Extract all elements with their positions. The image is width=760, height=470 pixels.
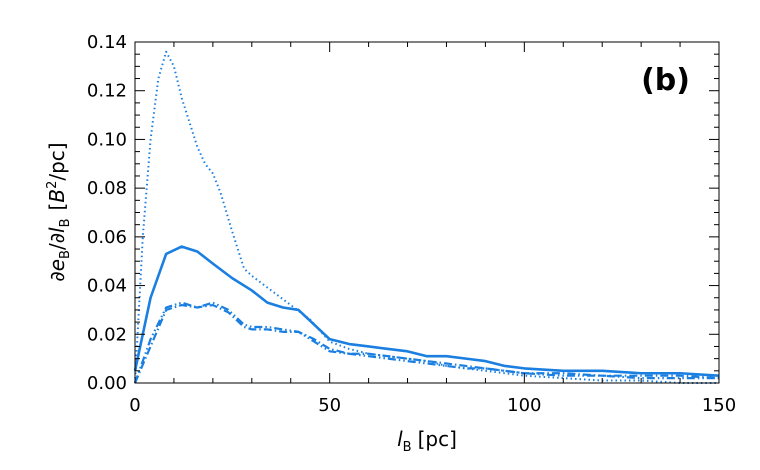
y-tick-label: 0.10 bbox=[87, 129, 127, 150]
y-tick-label: 0.08 bbox=[87, 178, 127, 199]
x-label-var: l bbox=[397, 427, 403, 451]
y-label-unit-var: B bbox=[45, 189, 69, 203]
panel-label: (b) bbox=[641, 63, 690, 98]
y-label-unit-sup: 2 bbox=[45, 181, 60, 189]
x-tick-label: 100 bbox=[507, 395, 541, 416]
series-line-dash-dot bbox=[133, 303, 720, 384]
x-tick-label: 150 bbox=[702, 395, 736, 416]
y-tick-label: 0.12 bbox=[87, 81, 127, 102]
x-axis-label: lB [pc] bbox=[397, 427, 457, 455]
ticks-layer: 0 50 100 150 0.00 0.02 0.04 0.06 0.08 0.10 0.12 0.1… bbox=[87, 32, 736, 416]
plot-frame bbox=[134, 41, 720, 384]
x-label-sub: B bbox=[403, 440, 412, 455]
series-layer bbox=[133, 50, 720, 384]
series-line-dotted bbox=[134, 50, 719, 384]
y-label-sub2: B bbox=[58, 218, 73, 227]
y-label-var2: l bbox=[45, 227, 69, 233]
y-label-d1: ∂ bbox=[45, 271, 69, 281]
y-label-var1: e bbox=[45, 259, 69, 271]
y-label-unit-close: /pc] bbox=[45, 142, 69, 180]
y-tick-label: 0.06 bbox=[87, 227, 127, 248]
x-tick-label: 0 bbox=[129, 395, 140, 416]
y-label-sub1: B bbox=[58, 250, 73, 259]
y-tick-label: 0.14 bbox=[87, 32, 127, 53]
y-tick-label: 0.04 bbox=[87, 276, 127, 297]
y-tick-label: 0.02 bbox=[87, 324, 127, 345]
x-tick-label: 50 bbox=[318, 395, 341, 416]
y-axis-label: ∂eB/∂lB[B2/pc] bbox=[45, 142, 73, 281]
series-line-solid bbox=[133, 245, 720, 377]
series-line-dash-dot-dot bbox=[133, 301, 719, 384]
x-label-unit: [pc] bbox=[418, 427, 457, 451]
y-tick-label: 0.00 bbox=[87, 373, 127, 394]
y-label-unit-open: [ bbox=[45, 203, 69, 211]
y-label-slash: /∂ bbox=[45, 233, 69, 250]
